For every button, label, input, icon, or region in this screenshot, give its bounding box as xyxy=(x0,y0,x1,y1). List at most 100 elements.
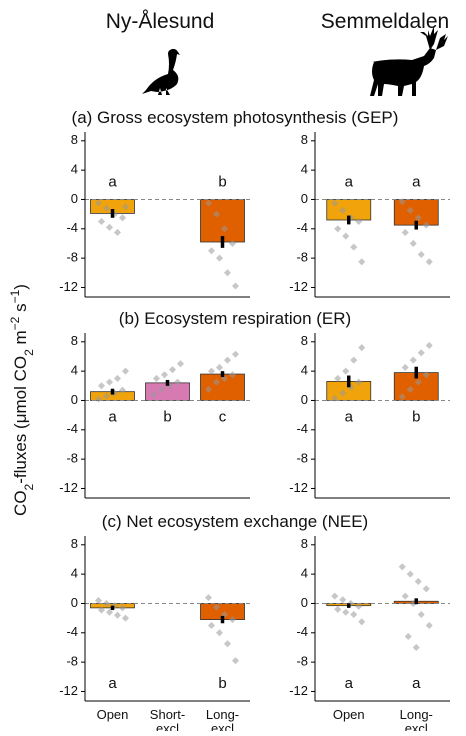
reindeer-icon xyxy=(370,26,448,96)
data-point xyxy=(223,640,232,648)
data-point xyxy=(339,596,347,604)
data-point xyxy=(94,596,103,605)
data-point xyxy=(417,610,425,619)
y-tick-label: -8 xyxy=(66,250,78,265)
data-point xyxy=(149,391,158,399)
data-point xyxy=(398,198,406,206)
y-tick-label: 8 xyxy=(301,132,308,147)
y-tick-label: -12 xyxy=(289,279,308,294)
y-tick-label: 4 xyxy=(71,566,78,581)
data-point xyxy=(425,621,433,630)
data-point xyxy=(118,604,127,612)
y-label-part: CO xyxy=(11,490,30,516)
data-point xyxy=(231,282,240,290)
data-point xyxy=(339,206,347,215)
data-point xyxy=(220,225,229,233)
data-point xyxy=(204,199,213,207)
y-tick-label: -4 xyxy=(66,624,78,639)
data-point xyxy=(414,214,422,222)
data-point xyxy=(342,608,350,616)
data-point xyxy=(401,592,409,600)
y-label-part: m xyxy=(11,330,30,349)
x-tick-label: Long- xyxy=(206,707,239,722)
y-tick-label: -8 xyxy=(296,451,308,466)
y-tick-label: 8 xyxy=(301,333,308,348)
data-point xyxy=(97,606,106,614)
data-point xyxy=(97,382,106,390)
x-tick-label: Short- xyxy=(150,707,185,722)
y-tick-label: 0 xyxy=(71,392,78,407)
x-tick-label: Open xyxy=(97,707,129,722)
data-point xyxy=(355,378,363,386)
data-point xyxy=(152,374,161,383)
data-point xyxy=(102,599,111,608)
data-point xyxy=(231,350,240,358)
significance-letter: a xyxy=(108,408,117,425)
data-point xyxy=(231,657,240,665)
data-point xyxy=(412,643,420,652)
data-point xyxy=(118,386,127,394)
data-point xyxy=(102,392,111,400)
y-label-part: 2 xyxy=(22,349,36,356)
y-label-part: s xyxy=(11,303,30,316)
data-point xyxy=(422,221,430,229)
data-point xyxy=(160,371,169,379)
data-point xyxy=(105,223,114,231)
data-point xyxy=(157,385,166,394)
data-point xyxy=(228,371,237,379)
y-tick-label: 0 xyxy=(301,595,308,610)
data-point xyxy=(404,632,412,641)
data-point xyxy=(425,341,433,350)
data-point xyxy=(228,239,237,248)
y-tick-label: 4 xyxy=(301,162,308,177)
y-label-part: −2 xyxy=(8,316,22,330)
data-point xyxy=(358,344,366,352)
data-point xyxy=(168,366,177,374)
y-tick-label: -12 xyxy=(59,279,78,294)
data-point xyxy=(422,371,430,379)
data-point xyxy=(334,225,342,233)
data-point xyxy=(223,269,232,277)
data-point xyxy=(401,228,409,237)
data-point xyxy=(207,367,216,375)
y-tick-label: 8 xyxy=(301,536,308,551)
data-point xyxy=(422,585,430,593)
data-point xyxy=(417,250,425,259)
data-point xyxy=(212,603,221,611)
data-point xyxy=(334,605,342,613)
y-tick-label: -8 xyxy=(296,654,308,669)
significance-letter: a xyxy=(345,675,354,692)
data-point xyxy=(358,618,366,626)
data-point xyxy=(176,360,185,368)
data-point xyxy=(409,239,417,248)
data-point xyxy=(401,363,409,372)
data-point xyxy=(173,378,182,386)
data-point xyxy=(350,356,358,364)
y-tick-label: 4 xyxy=(71,162,78,177)
x-tick-label: Open xyxy=(333,707,365,722)
significance-letter: c xyxy=(219,408,227,425)
panel-title: (b) Ecosystem respiration (ER) xyxy=(119,309,351,328)
y-tick-label: 8 xyxy=(71,333,78,348)
data-point xyxy=(113,374,122,383)
data-point xyxy=(355,602,363,610)
data-point xyxy=(102,204,111,212)
data-point xyxy=(207,621,216,630)
y-tick-label: -12 xyxy=(59,480,78,495)
y-tick-label: -8 xyxy=(296,250,308,265)
y-tick-label: -4 xyxy=(66,220,78,235)
data-point xyxy=(228,616,237,624)
data-point xyxy=(121,203,130,211)
data-point xyxy=(113,228,122,237)
data-point xyxy=(105,608,114,616)
data-point xyxy=(406,206,414,215)
data-point xyxy=(97,217,106,226)
data-point xyxy=(215,629,224,637)
y-tick-label: -4 xyxy=(296,624,308,639)
y-tick-label: 4 xyxy=(301,566,308,581)
data-point xyxy=(215,363,224,372)
data-point xyxy=(425,258,433,266)
data-point xyxy=(121,367,130,375)
data-point xyxy=(350,610,358,619)
